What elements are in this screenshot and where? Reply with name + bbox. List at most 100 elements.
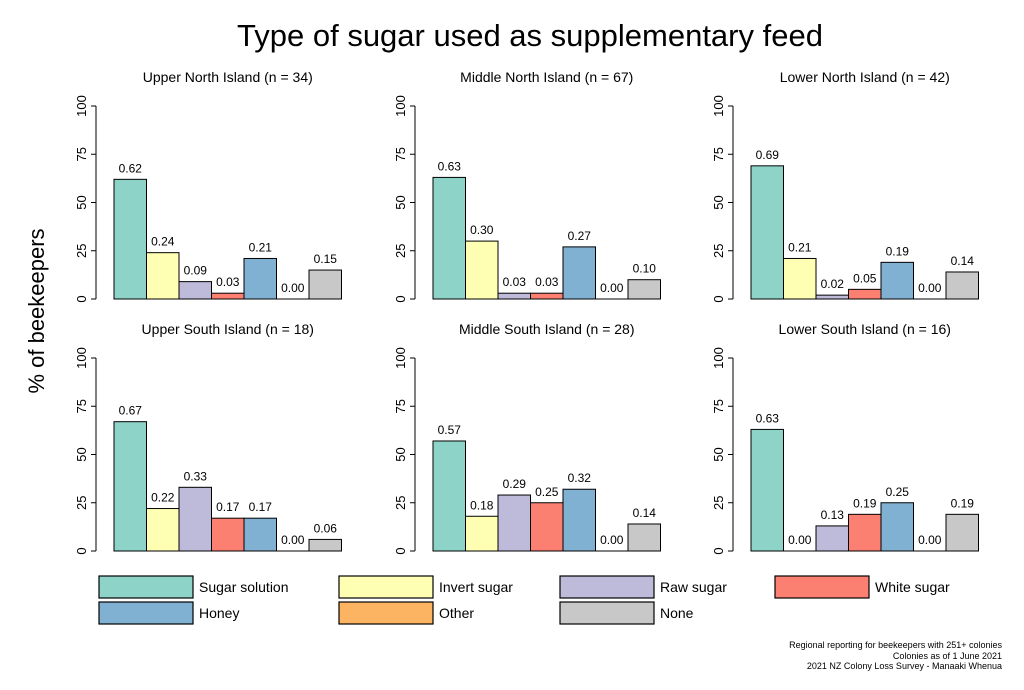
bar-sugar-solution <box>432 440 466 552</box>
data-label-white-sugar: 0.05 <box>853 271 877 285</box>
data-label-raw-sugar: 0.03 <box>503 275 527 289</box>
data-label-invert-sugar: 0.24 <box>151 235 175 249</box>
y-tick-label: 75 <box>711 399 726 413</box>
chart-panels: Upper North Island (n = 34) 0 25 50 75 100 0.6… <box>74 69 979 555</box>
legend: Sugar solution Invert sugar Raw sugar White… <box>98 575 950 625</box>
data-label-none: 0.19 <box>951 496 975 510</box>
data-label-honey: 0.32 <box>568 471 592 485</box>
legend-swatch <box>774 575 870 599</box>
y-tick-label: 50 <box>711 195 726 209</box>
bar-honey <box>880 261 914 300</box>
data-label-raw-sugar: 0.29 <box>503 477 527 491</box>
footer-line-2: Colonies as of 1 June 2021 <box>892 650 1002 661</box>
y-tick-label: 50 <box>74 447 89 461</box>
legend-label: Raw sugar <box>660 579 727 595</box>
bar-raw-sugar <box>497 292 531 300</box>
legend-item-none: None <box>559 601 694 625</box>
bar-white-sugar <box>848 513 882 552</box>
y-tick-label: 25 <box>74 244 89 258</box>
data-label-white-sugar: 0.19 <box>853 496 877 510</box>
bar-honey <box>562 488 596 552</box>
data-label-honey: 0.21 <box>249 240 273 254</box>
footer-line-1: Regional reporting for beekeepers with 2… <box>789 640 1002 650</box>
y-tick-label: 75 <box>711 147 726 161</box>
legend-label: White sugar <box>875 579 950 595</box>
bar-sugar-solution <box>113 421 147 552</box>
data-label-sugar-solution: 0.57 <box>438 423 462 437</box>
y-tick-label: 0 <box>393 295 408 302</box>
legend-item-honey: Honey <box>98 601 239 625</box>
data-label-invert-sugar: 0.00 <box>788 533 812 547</box>
data-label-honey: 0.27 <box>568 229 592 243</box>
legend-item-sugar-solution: Sugar solution <box>98 575 289 599</box>
bar-raw-sugar <box>815 294 849 300</box>
data-label-white-sugar: 0.03 <box>216 275 240 289</box>
data-label-none: 0.06 <box>314 521 338 535</box>
legend-swatch <box>338 575 434 599</box>
data-label-sugar-solution: 0.62 <box>119 161 143 175</box>
bar-raw-sugar <box>497 494 531 552</box>
data-label-raw-sugar: 0.13 <box>821 508 845 522</box>
data-label-other: 0.00 <box>281 281 305 295</box>
data-label-none: 0.10 <box>633 262 657 276</box>
data-label-white-sugar: 0.03 <box>535 275 559 289</box>
data-label-other: 0.00 <box>600 533 624 547</box>
y-tick-label: 75 <box>393 399 408 413</box>
bar-none <box>308 269 342 300</box>
data-label-raw-sugar: 0.09 <box>184 264 208 278</box>
data-label-other: 0.00 <box>600 281 624 295</box>
data-label-sugar-solution: 0.67 <box>119 404 143 418</box>
bar-invert-sugar <box>465 240 499 300</box>
bar-none <box>308 538 342 552</box>
legend-item-white-sugar: White sugar <box>774 575 950 599</box>
panel-middle-south-island: Middle South Island (n = 28) 0 25 50 75 100 0.… <box>393 321 661 555</box>
legend-swatch <box>98 601 194 625</box>
legend-label: None <box>660 605 694 621</box>
bar-none <box>627 279 661 300</box>
data-label-none: 0.14 <box>951 254 975 268</box>
y-tick-label: 25 <box>711 496 726 510</box>
bar-sugar-solution <box>432 176 466 300</box>
y-tick-label: 25 <box>711 244 726 258</box>
bar-none <box>945 513 979 552</box>
y-tick-label: 100 <box>393 347 408 369</box>
bar-honey <box>243 517 277 552</box>
y-tick-label: 25 <box>393 496 408 510</box>
bar-white-sugar <box>211 517 245 552</box>
bar-honey <box>243 257 277 300</box>
bar-sugar-solution <box>750 165 784 300</box>
bar-white-sugar <box>848 288 882 300</box>
y-tick-label: 50 <box>74 195 89 209</box>
y-tick-label: 25 <box>393 244 408 258</box>
y-tick-label: 25 <box>74 496 89 510</box>
bar-sugar-solution <box>750 428 784 552</box>
y-tick-label: 0 <box>74 547 89 554</box>
legend-label: Other <box>439 605 474 621</box>
data-label-other: 0.00 <box>281 533 305 547</box>
data-label-other: 0.00 <box>918 533 942 547</box>
legend-swatch <box>559 575 655 599</box>
y-tick-label: 0 <box>711 295 726 302</box>
data-label-honey: 0.25 <box>886 485 910 499</box>
bar-white-sugar <box>530 502 564 552</box>
panel-title: Upper North Island (n = 34) <box>143 69 313 85</box>
legend-item-invert-sugar: Invert sugar <box>338 575 513 599</box>
panel-title: Lower North Island (n = 42) <box>780 69 950 85</box>
legend-item-raw-sugar: Raw sugar <box>559 575 727 599</box>
data-label-sugar-solution: 0.63 <box>756 411 780 425</box>
legend-label: Sugar solution <box>199 579 289 595</box>
panel-lower-south-island: Lower South Island (n = 16) 0 25 50 75 100 0.6… <box>711 321 979 555</box>
data-label-honey: 0.17 <box>249 500 273 514</box>
panel-upper-north-island: Upper North Island (n = 34) 0 25 50 75 100 0.6… <box>74 69 342 303</box>
bar-invert-sugar <box>783 257 817 300</box>
panel-title: Middle North Island (n = 67) <box>460 69 633 85</box>
bar-invert-sugar <box>146 252 180 300</box>
y-tick-label: 75 <box>74 399 89 413</box>
y-tick-label: 100 <box>711 347 726 369</box>
bar-white-sugar <box>530 292 564 300</box>
data-label-sugar-solution: 0.63 <box>438 159 462 173</box>
y-tick-label: 100 <box>393 95 408 117</box>
data-label-white-sugar: 0.17 <box>216 500 240 514</box>
y-tick-label: 75 <box>74 147 89 161</box>
